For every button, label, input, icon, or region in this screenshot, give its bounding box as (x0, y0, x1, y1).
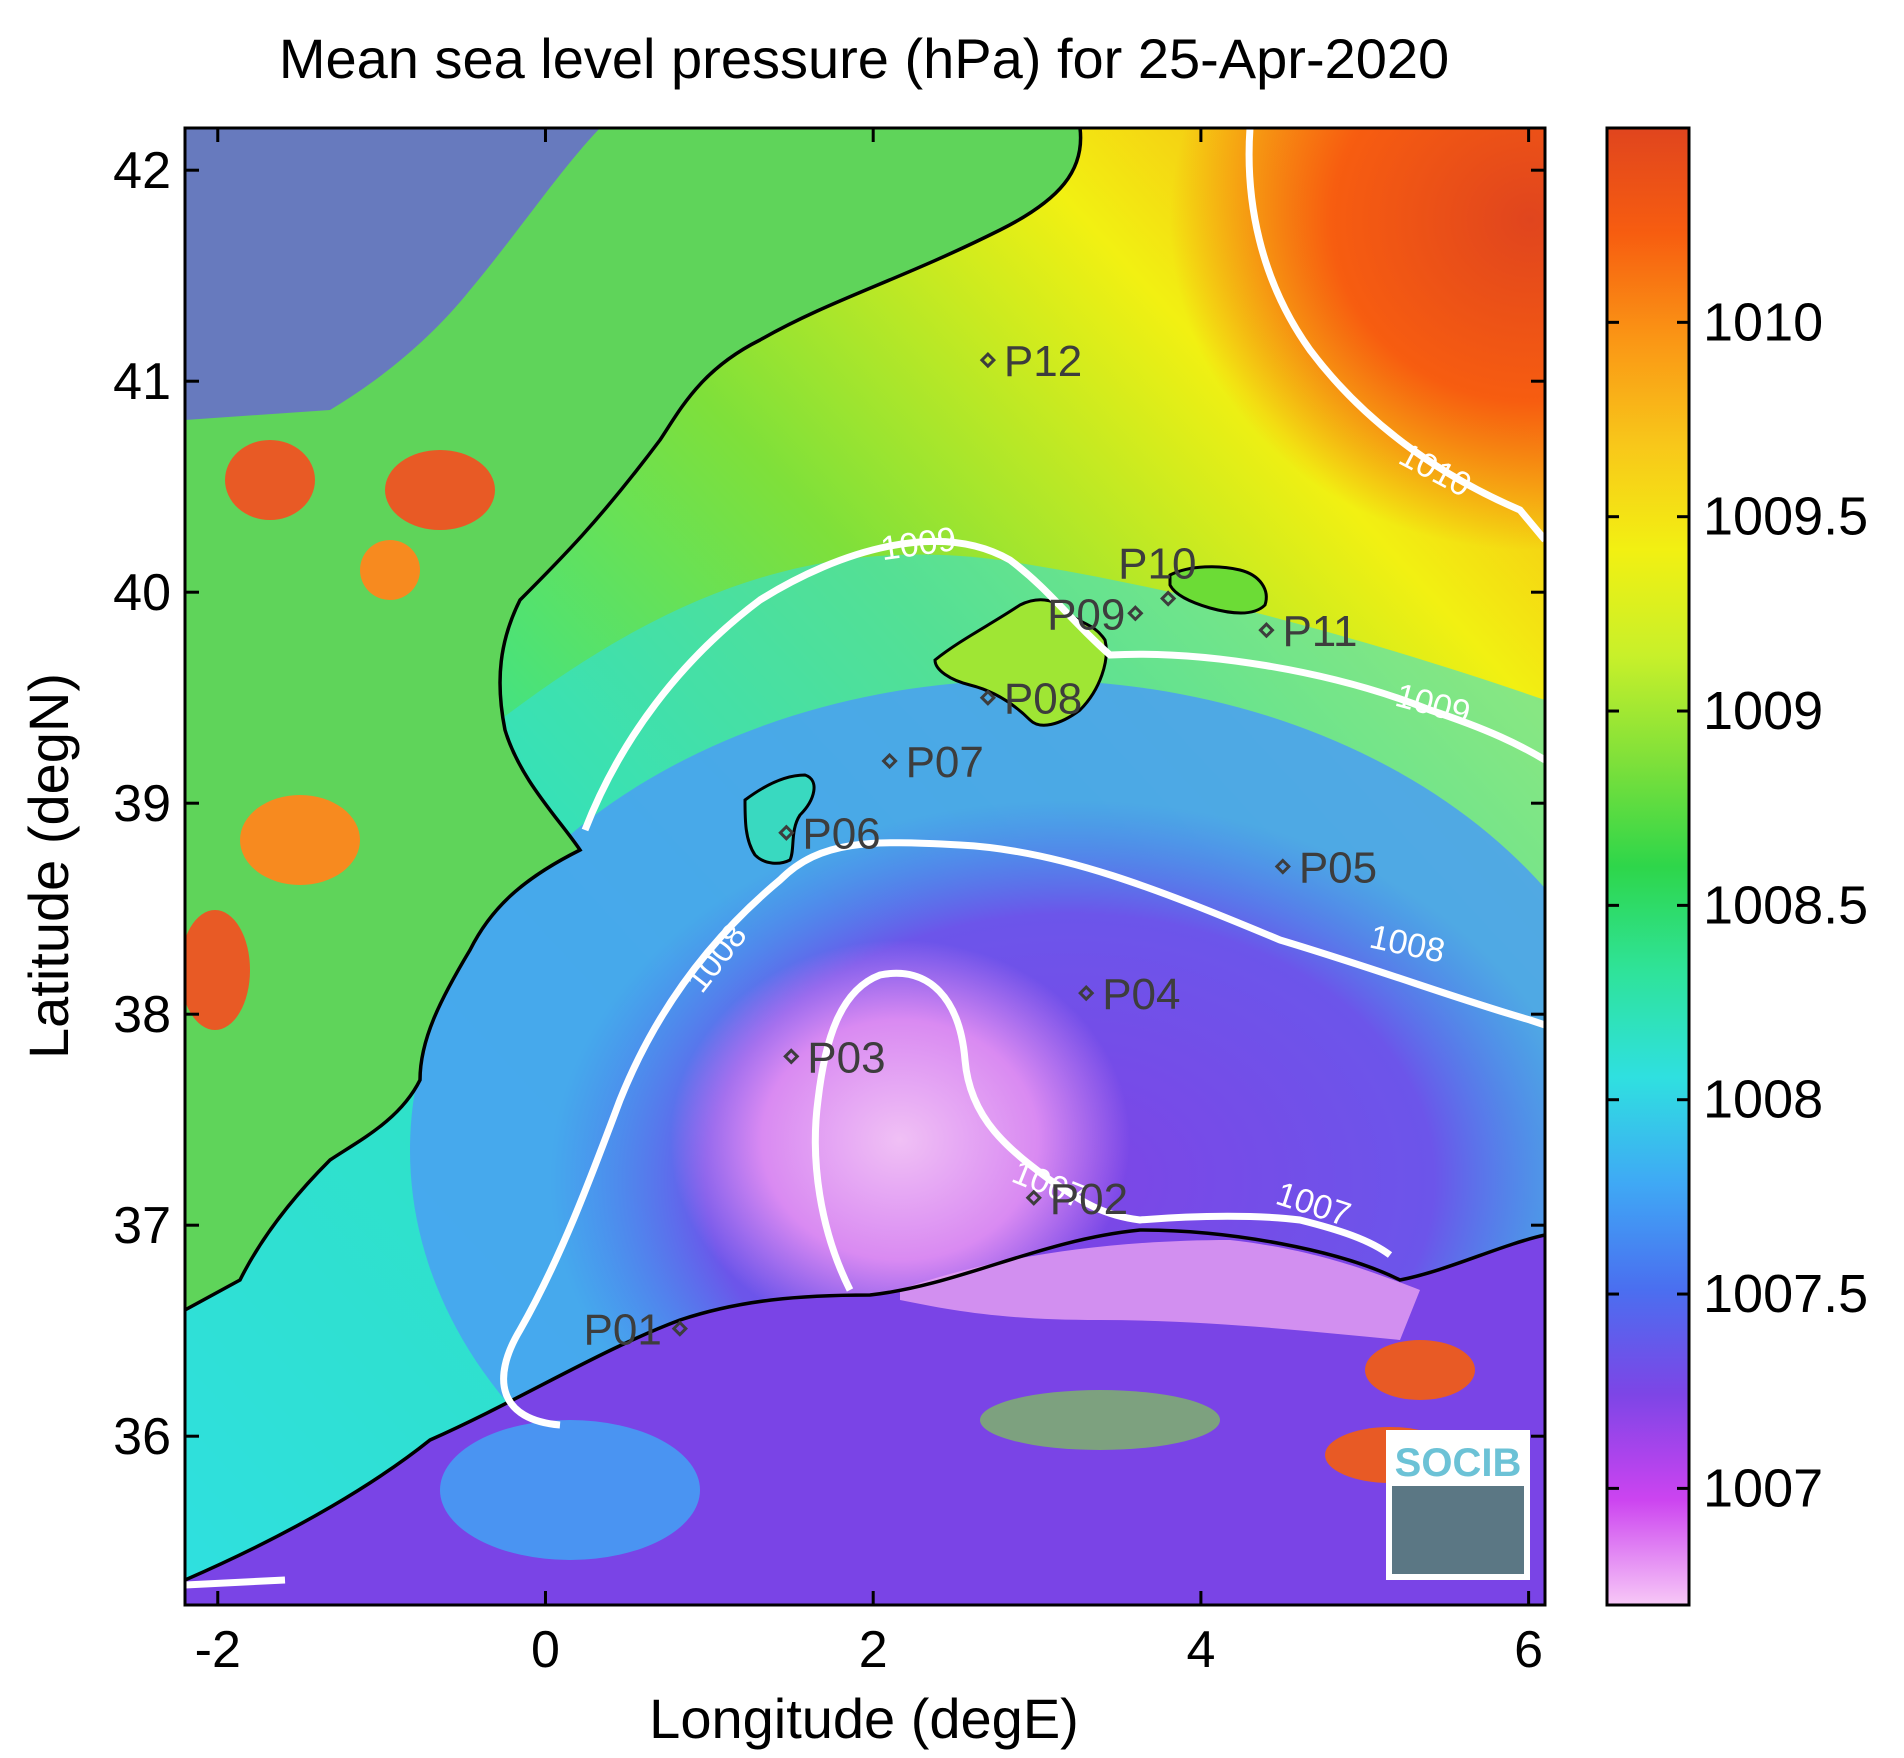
x-axis: -2 0 2 4 6 (195, 128, 1543, 1679)
station-marker-p10 (1160, 590, 1177, 607)
y-axis-title: Latitude (degN) (17, 673, 80, 1059)
land-hot-spot-5 (185, 910, 250, 1030)
y-tick-label: 38 (113, 986, 171, 1044)
station-label-p06: P06 (802, 810, 880, 859)
station-marker-p11 (1258, 622, 1275, 639)
land-iberia (185, 128, 1081, 1310)
isobar-1009 (581, 538, 1545, 832)
colorbar-tick-label: 1008.5 (1703, 875, 1868, 935)
land-hot-spot-3 (360, 540, 420, 600)
station-marker-p12 (979, 351, 997, 369)
station-marker-p04 (1078, 984, 1095, 1002)
station-marker-p01 (671, 1320, 688, 1337)
land-north-africa-coastal (900, 1240, 1420, 1340)
y-tick-label: 41 (113, 353, 171, 411)
colorbar-tick-label: 1007 (1703, 1458, 1823, 1518)
y-axis: 36 37 38 39 40 41 42 (113, 142, 1545, 1466)
land-hot-spot-1 (225, 440, 315, 520)
station-marker-p07 (881, 752, 898, 770)
socib-logo-water (1392, 1486, 1524, 1574)
station-label-p05: P05 (1299, 844, 1377, 893)
station-label-p01: P01 (584, 1306, 662, 1355)
x-tick-label: 6 (1514, 1621, 1543, 1679)
x-tick-label: 0 (531, 1621, 560, 1679)
socib-logo-text: SOCIB (1395, 1441, 1522, 1485)
colorbar-tick-label: 1008 (1703, 1070, 1823, 1130)
station-marker-p02 (1025, 1189, 1042, 1206)
station-marker-p06 (778, 824, 795, 841)
station-label-p11: P11 (1282, 607, 1357, 656)
map-title: Mean sea level pressure (hPa) for 25-Apr… (279, 27, 1449, 90)
station-label-p12: P12 (1004, 337, 1082, 386)
colorbar-tick-label: 1009.5 (1703, 487, 1868, 547)
isobar-1010 (1245, 128, 1545, 543)
station-label-p09: P09 (1047, 590, 1125, 639)
station-marker-p09 (1127, 605, 1144, 622)
station-label-p07: P07 (906, 738, 984, 787)
isobar-1007-south-segment (185, 1576, 286, 1589)
land-africa-hot-spot-1 (1365, 1340, 1475, 1400)
y-tick-label: 36 (113, 1408, 171, 1466)
island-ibiza (743, 773, 816, 865)
pressure-field-low-core (670, 940, 1130, 1340)
station-marker-p05 (1274, 858, 1291, 875)
island-menorca (1168, 565, 1268, 615)
colorbar: 1007 1007.5 1008 1008.5 1009 1009.5 1010 (1605, 126, 1868, 1607)
coastline-africa (185, 1228, 1545, 1582)
y-tick-label: 40 (113, 564, 171, 622)
station-marker-p08 (979, 689, 997, 706)
coastline-iberia (185, 128, 1083, 1312)
station-label-p02: P02 (1050, 1175, 1128, 1224)
map-plot-area: 1010 1009 1009 1008 1008 1007 1007 P01P0… (185, 128, 1545, 1605)
island-mallorca (933, 598, 1108, 727)
x-tick-label: 4 (1186, 1621, 1215, 1679)
station-marker-p03 (783, 1048, 800, 1065)
pressure-field-high (1170, 128, 1545, 550)
land-africa-green-1 (440, 1420, 700, 1560)
station-label-p03: P03 (807, 1033, 885, 1082)
colorbar-fill (1605, 126, 1691, 1607)
colorbar-tick-label: 1010 (1703, 292, 1823, 352)
colorbar-ticks: 1007 1007.5 1008 1008.5 1009 1009.5 1010 (1607, 292, 1868, 1518)
isobar-1007 (811, 969, 1393, 1292)
y-tick-label: 37 (113, 1197, 171, 1255)
station-label-p08: P08 (1004, 675, 1082, 724)
colorbar-tick-label: 1009 (1703, 681, 1823, 741)
y-tick-label: 42 (113, 142, 171, 200)
isobar-1008 (500, 839, 1545, 1429)
colorbar-tick-label: 1007.5 (1703, 1264, 1868, 1324)
x-tick-label: 2 (859, 1621, 888, 1679)
x-tick-label: -2 (195, 1621, 241, 1679)
station-label-p10: P10 (1118, 540, 1196, 589)
land-hot-spot-2 (385, 450, 495, 530)
y-tick-label: 39 (113, 775, 171, 833)
station-label-p04: P04 (1102, 970, 1180, 1019)
x-axis-title: Longitude (degE) (649, 1687, 1079, 1750)
land-hot-spot-4 (240, 795, 360, 885)
land-africa-green-2 (980, 1390, 1220, 1450)
socib-logo: SOCIB (1386, 1430, 1530, 1580)
map-frame (183, 126, 1547, 1607)
land-iberia-highlands (185, 128, 600, 420)
